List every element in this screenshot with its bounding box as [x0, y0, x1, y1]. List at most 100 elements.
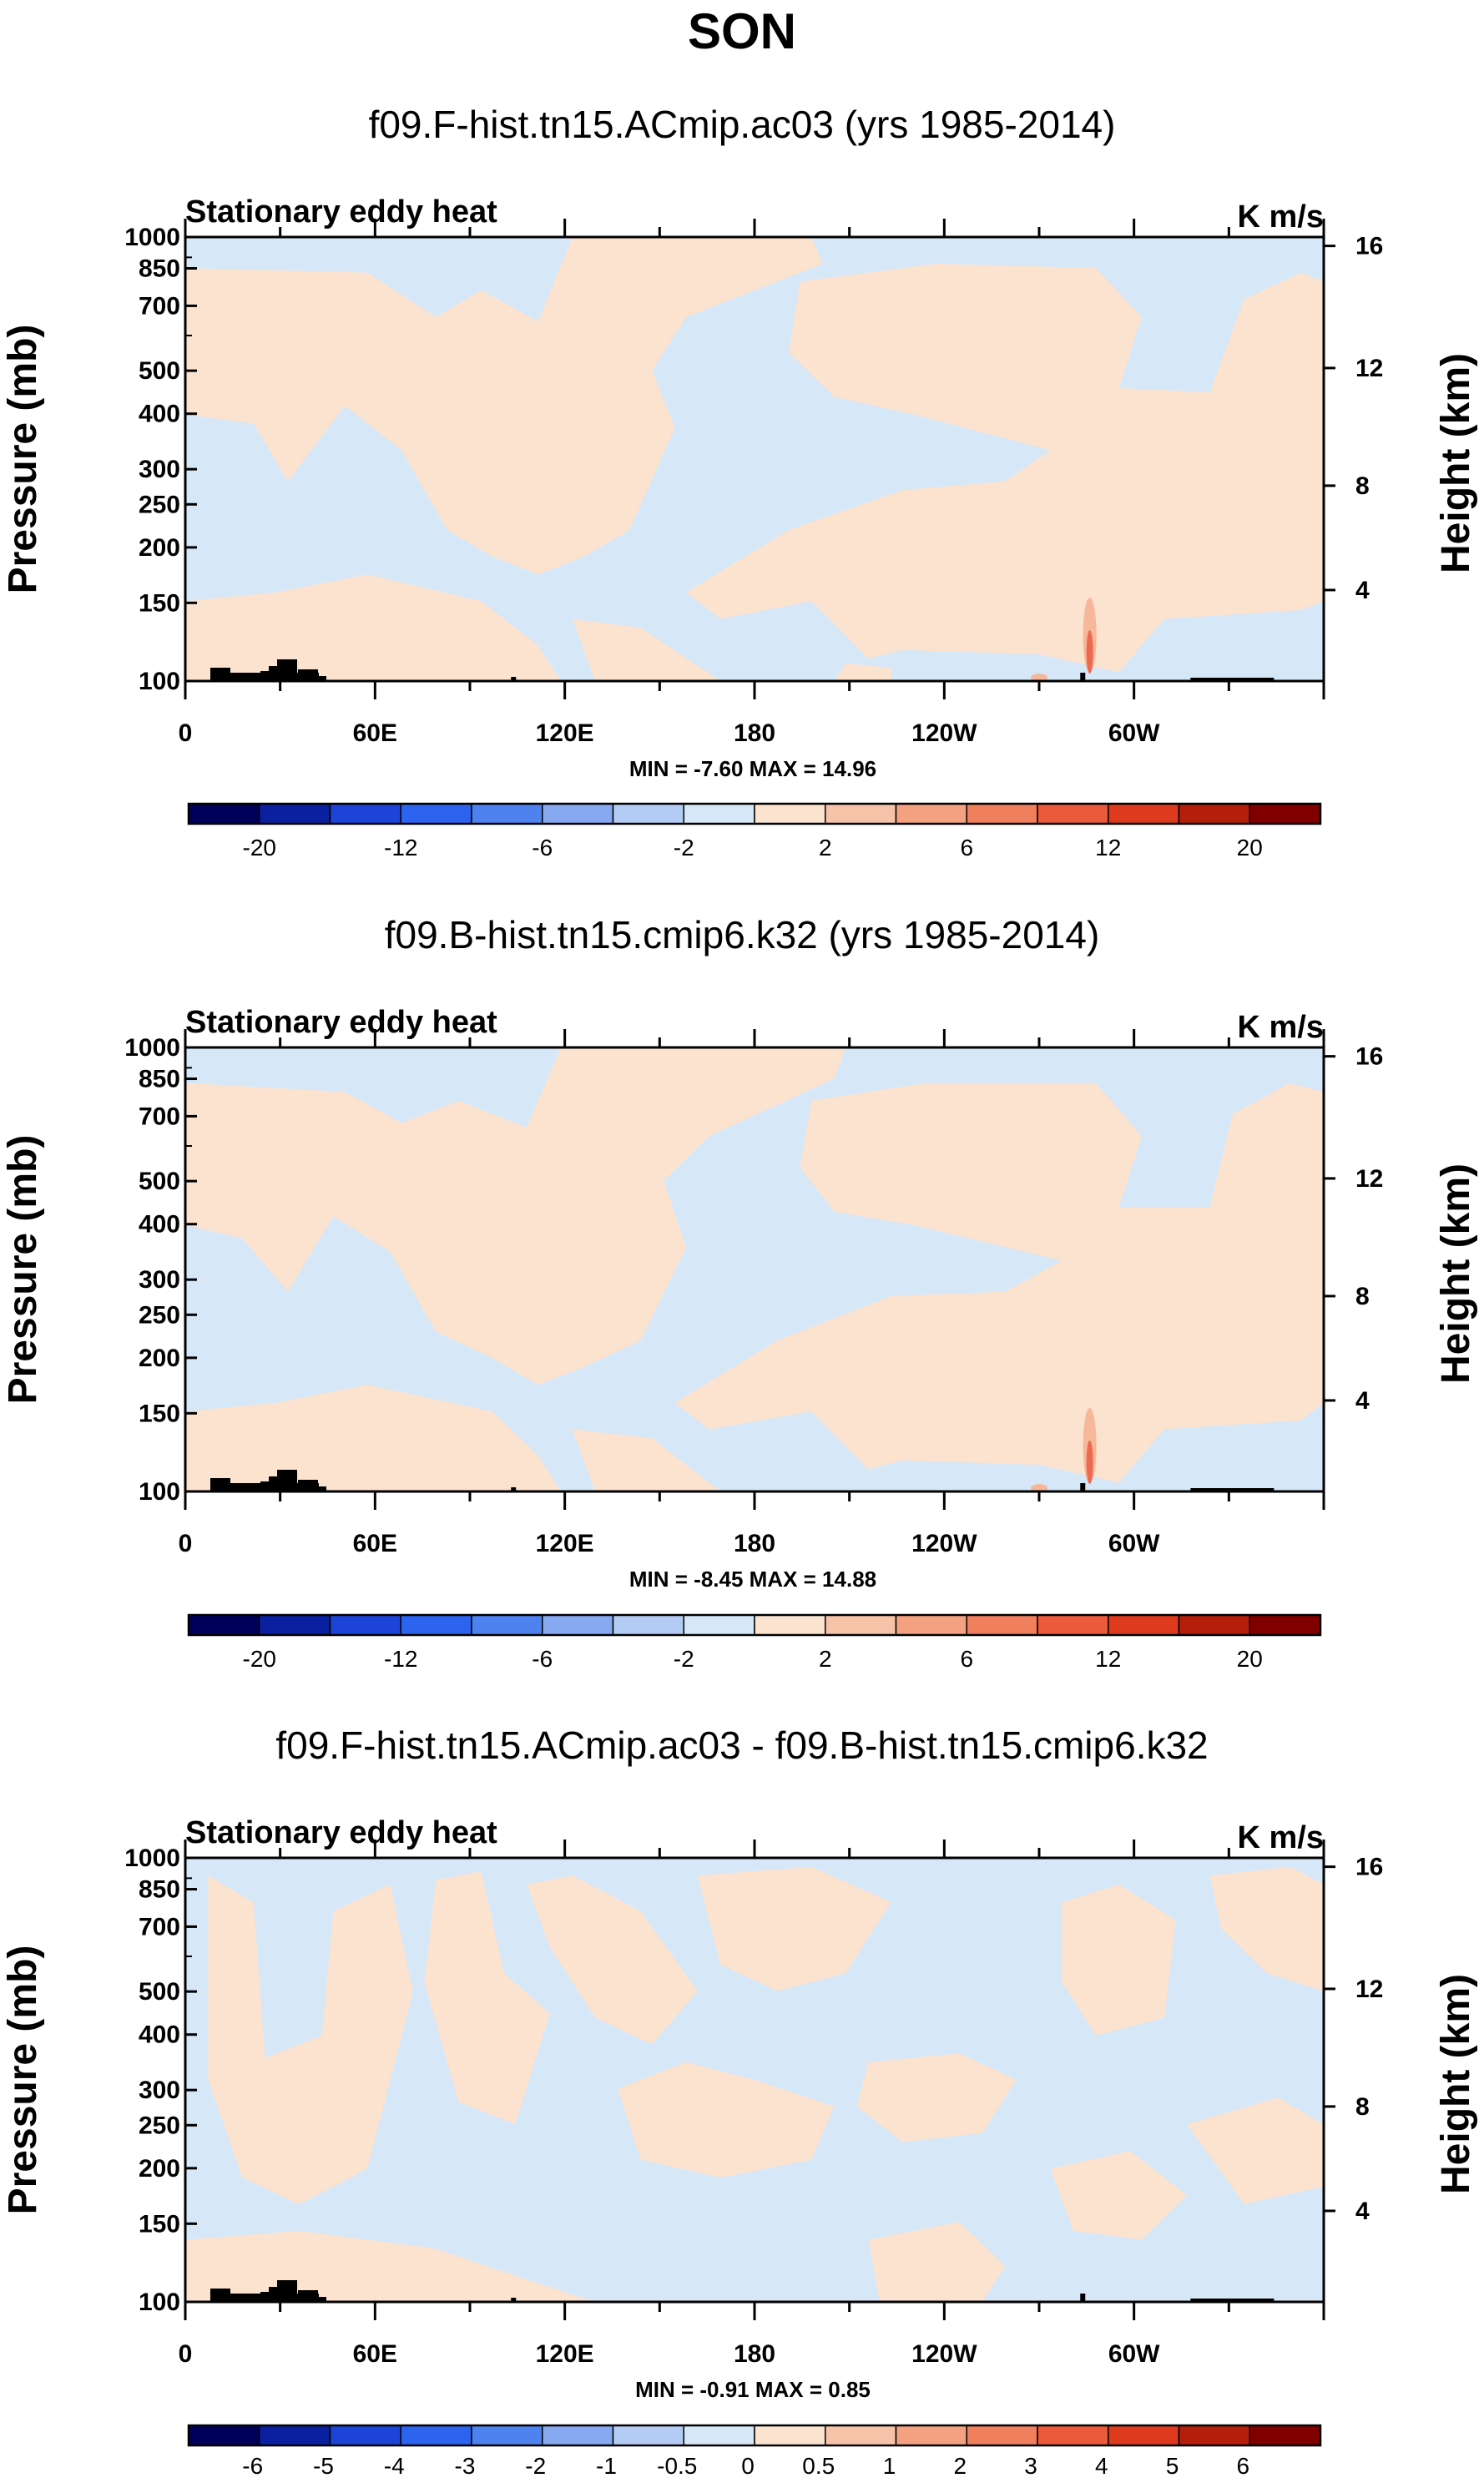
- longitude-tick-label: 60W: [1108, 1530, 1160, 1557]
- colorbar-box: [259, 803, 331, 825]
- y-axis-title: Pressure (mb): [1, 1135, 45, 1405]
- height-tick-label: 8: [1355, 472, 1370, 500]
- colorbar-box: [329, 2425, 401, 2446]
- colorbar-label: 4: [1095, 2453, 1108, 2479]
- longitude-tick-label: 180: [734, 1530, 775, 1557]
- longitude-tick-label: 60E: [353, 719, 397, 747]
- y-axis-title-right: Height (km): [1434, 353, 1478, 573]
- contour-region-positive: [424, 1871, 550, 2125]
- colorbar-label: 1: [883, 2453, 896, 2479]
- colorbar-box: [683, 2425, 755, 2446]
- height-tick-label: 4: [1355, 2198, 1370, 2225]
- colorbar-label: 2: [819, 1646, 832, 1672]
- height-tick-label: 8: [1355, 1283, 1370, 1310]
- pressure-tick-label: 400: [139, 401, 180, 428]
- panel-title: f09.F-hist.tn15.ACmip.ac03 (yrs 1985-201…: [369, 103, 1116, 146]
- contour-region-strong: [1031, 674, 1047, 681]
- height-tick-label: 16: [1355, 233, 1383, 260]
- panel-right-label: K m/s: [1238, 1010, 1324, 1045]
- topography-block: [210, 673, 319, 681]
- contour-region-positive: [572, 618, 721, 681]
- contour-region-positive: [697, 1866, 891, 1991]
- colorbar-label: 12: [1095, 1646, 1121, 1672]
- height-tick-label: 12: [1355, 355, 1383, 382]
- pressure-tick-label: 1000: [124, 1034, 180, 1062]
- topography-block: [1190, 678, 1275, 681]
- colorbar-box: [966, 803, 1038, 825]
- height-tick-label: 12: [1355, 1165, 1383, 1193]
- colorbar-label: 12: [1095, 835, 1121, 860]
- pressure-tick-label: 500: [139, 357, 180, 385]
- topography-block: [1080, 673, 1086, 681]
- y-axis-title: Pressure (mb): [1, 325, 45, 594]
- contour-region-strongest: [1086, 630, 1093, 674]
- colorbar-box: [400, 1614, 472, 1636]
- y-axis-title-right: Height (km): [1434, 1974, 1478, 2194]
- panel-2: f09.B-hist.tn15.cmip6.k32 (yrs 1985-2014…: [1, 913, 1478, 1672]
- colorbar-box: [895, 2425, 967, 2446]
- colorbar-box: [683, 803, 755, 825]
- colorbar-box: [1108, 803, 1180, 825]
- panel-left-label: Stationary eddy heat: [185, 1005, 497, 1040]
- longitude-tick-label: 180: [734, 2340, 775, 2368]
- pressure-tick-label: 250: [139, 1301, 180, 1329]
- colorbar-frame: [187, 2424, 1322, 2447]
- colorbar-label: 0.5: [802, 2453, 835, 2479]
- pressure-tick-label: 400: [139, 1211, 180, 1239]
- pressure-tick-label: 1000: [124, 1845, 180, 1872]
- pressure-tick-label: 100: [139, 1478, 180, 1506]
- contour-region-positive: [1187, 2097, 1324, 2204]
- colorbar-box: [329, 1614, 401, 1636]
- contour-region-positive: [618, 2062, 835, 2178]
- pressure-tick-label: 850: [139, 1066, 180, 1093]
- colorbar-label: -3: [455, 2453, 476, 2479]
- topography: [210, 1470, 1275, 1491]
- colorbar-box: [825, 2425, 897, 2446]
- height-tick-label: 4: [1355, 1387, 1370, 1415]
- figure-title: SON: [688, 3, 796, 59]
- y-axis-title-right: Height (km): [1434, 1163, 1478, 1384]
- panel-left-label: Stationary eddy heat: [185, 194, 497, 230]
- pressure-tick-label: 500: [139, 1168, 180, 1195]
- height-tick-label: 12: [1355, 1976, 1383, 2003]
- colorbar-box: [188, 2425, 260, 2446]
- pressure-tick-label: 300: [139, 2077, 180, 2104]
- panel-3: f09.F-hist.tn15.ACmip.ac03 - f09.B-hist.…: [1, 1723, 1478, 2479]
- min-max-stats: MIN = -0.91 MAX = 0.85: [635, 2377, 871, 2402]
- colorbar-label: 5: [1166, 2453, 1179, 2479]
- colorbar-box: [754, 2425, 826, 2446]
- colorbar-label: -6: [242, 2453, 263, 2479]
- pressure-tick-label: 850: [139, 1876, 180, 1904]
- pressure-tick-label: 400: [139, 2021, 180, 2049]
- colorbar-label: -2: [525, 2453, 546, 2479]
- topography-block: [1190, 2299, 1275, 2302]
- pressure-tick-label: 700: [139, 1103, 180, 1130]
- colorbar-box: [612, 1614, 684, 1636]
- longitude-tick-label: 0: [179, 2340, 193, 2368]
- panel-right-label: K m/s: [1238, 199, 1324, 235]
- contour-region-positive: [1050, 2151, 1188, 2240]
- pressure-tick-label: 100: [139, 2289, 180, 2316]
- colorbar-box: [471, 803, 543, 825]
- longitude-tick-label: 60W: [1108, 2340, 1160, 2368]
- colorbar-box: [400, 803, 472, 825]
- contour-field: [185, 237, 1324, 681]
- colorbar-label: -0.5: [657, 2453, 697, 2479]
- topography-block: [210, 2294, 319, 2302]
- pressure-tick-label: 200: [139, 534, 180, 562]
- colorbar-box: [1249, 1614, 1321, 1636]
- colorbar-box: [1249, 2425, 1321, 2446]
- pressure-tick-label: 700: [139, 292, 180, 320]
- colorbar-box: [400, 2425, 472, 2446]
- colorbar-box: [1108, 1614, 1180, 1636]
- pressure-tick-label: 150: [139, 589, 180, 617]
- min-max-stats: MIN = -8.45 MAX = 14.88: [629, 1567, 876, 1592]
- pressure-tick-label: 100: [139, 668, 180, 695]
- longitude-tick-label: 180: [734, 719, 775, 747]
- contour-region-positive: [856, 2053, 1017, 2142]
- panel-1: f09.F-hist.tn15.ACmip.ac03 (yrs 1985-201…: [1, 103, 1478, 860]
- colorbar-box: [329, 803, 401, 825]
- contour-region-positive: [572, 1429, 721, 1491]
- colorbar-box: [825, 1614, 897, 1636]
- height-tick-label: 16: [1355, 1854, 1383, 1881]
